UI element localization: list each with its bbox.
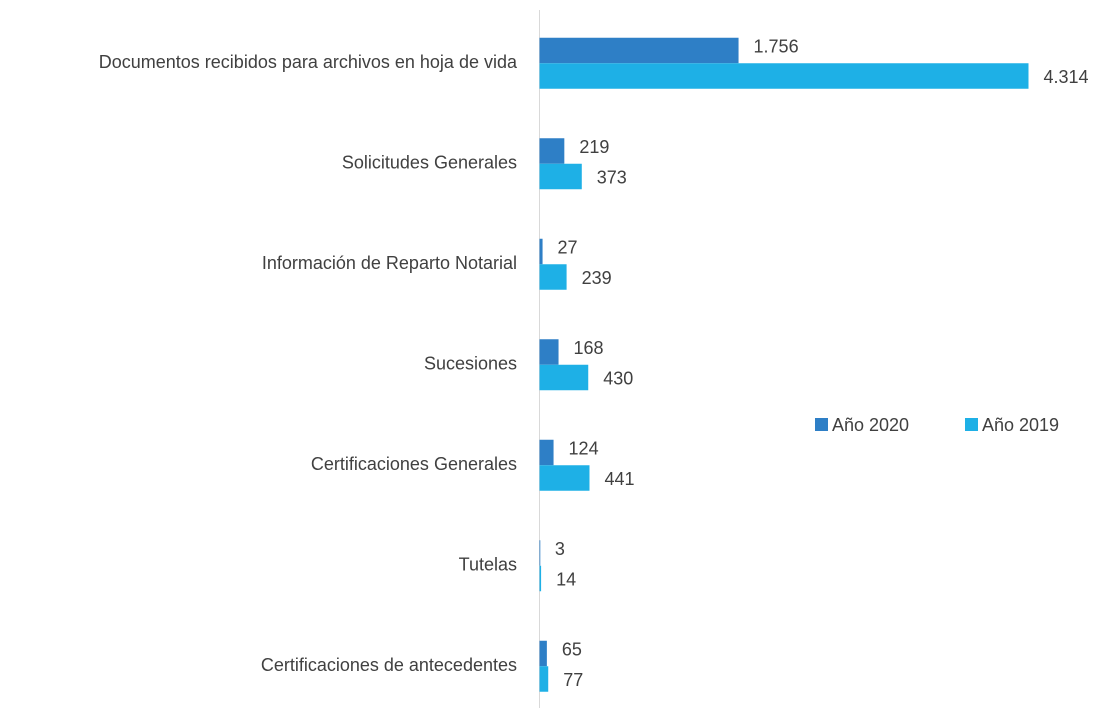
category-label: Sucesiones (424, 354, 517, 374)
value-label: 1.756 (754, 36, 799, 56)
bar (539, 238, 543, 265)
bar (539, 138, 565, 164)
value-label: 168 (574, 338, 604, 358)
value-label: 239 (582, 268, 612, 288)
legend-label: Año 2019 (982, 415, 1059, 435)
value-label: 441 (604, 469, 634, 489)
value-label: 430 (603, 368, 633, 388)
value-label: 27 (558, 237, 578, 257)
bar (539, 264, 567, 290)
bar (539, 666, 549, 692)
category-label: Información de Reparto Notarial (262, 253, 517, 273)
category-label: Certificaciones Generales (311, 454, 517, 474)
bar (539, 565, 542, 592)
value-label: 4.314 (1044, 67, 1089, 87)
value-label: 3 (555, 539, 565, 559)
category-label: Tutelas (459, 555, 517, 575)
bar (539, 640, 547, 667)
value-label: 124 (569, 438, 599, 458)
value-label: 65 (562, 639, 582, 659)
bar (539, 37, 739, 64)
value-label: 373 (597, 167, 627, 187)
bar (539, 339, 559, 365)
bar (539, 63, 1029, 89)
legend-swatch (815, 418, 828, 431)
category-label: Certificaciones de antecedentes (261, 655, 517, 675)
category-label: Documentos recibidos para archivos en ho… (99, 52, 518, 72)
value-label: 14 (556, 569, 576, 589)
value-label: 77 (563, 670, 583, 690)
legend-label: Año 2020 (832, 415, 909, 435)
bar (539, 439, 554, 466)
value-label: 219 (579, 137, 609, 157)
category-label: Solicitudes Generales (342, 153, 517, 173)
legend-swatch (965, 418, 978, 431)
bar (539, 465, 590, 491)
bar (539, 540, 541, 566)
bar (539, 163, 582, 190)
bar (539, 364, 589, 391)
